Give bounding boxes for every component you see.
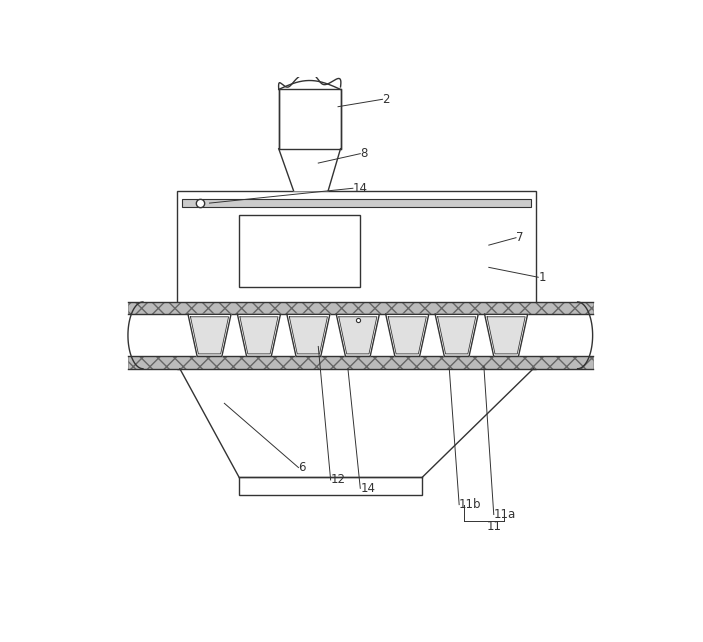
Text: 11a: 11a xyxy=(494,508,516,521)
Text: 7: 7 xyxy=(516,231,524,244)
Polygon shape xyxy=(339,317,377,354)
Text: 14: 14 xyxy=(353,182,368,195)
Text: 11b: 11b xyxy=(459,498,482,511)
Bar xyxy=(128,302,593,315)
Text: 6: 6 xyxy=(299,461,306,474)
Bar xyxy=(128,356,593,369)
Polygon shape xyxy=(290,317,328,354)
Polygon shape xyxy=(238,315,280,356)
Polygon shape xyxy=(188,315,231,356)
Text: 1: 1 xyxy=(538,271,546,284)
Bar xyxy=(239,478,422,495)
Text: 2: 2 xyxy=(382,93,390,106)
Bar xyxy=(177,191,536,369)
Polygon shape xyxy=(240,317,278,354)
Text: 8: 8 xyxy=(361,147,368,160)
Polygon shape xyxy=(336,315,380,356)
Polygon shape xyxy=(484,315,528,356)
Polygon shape xyxy=(386,315,429,356)
Bar xyxy=(278,89,340,149)
Polygon shape xyxy=(191,317,228,354)
Text: 11: 11 xyxy=(486,521,501,534)
Text: 12: 12 xyxy=(330,473,346,487)
Polygon shape xyxy=(278,149,340,191)
Polygon shape xyxy=(435,315,478,356)
Bar xyxy=(239,216,361,287)
Bar xyxy=(128,315,593,356)
Polygon shape xyxy=(388,317,426,354)
Polygon shape xyxy=(487,317,525,354)
Polygon shape xyxy=(438,317,476,354)
Polygon shape xyxy=(180,369,534,478)
Bar xyxy=(182,200,531,207)
Text: 14: 14 xyxy=(361,482,375,495)
Polygon shape xyxy=(287,315,330,356)
